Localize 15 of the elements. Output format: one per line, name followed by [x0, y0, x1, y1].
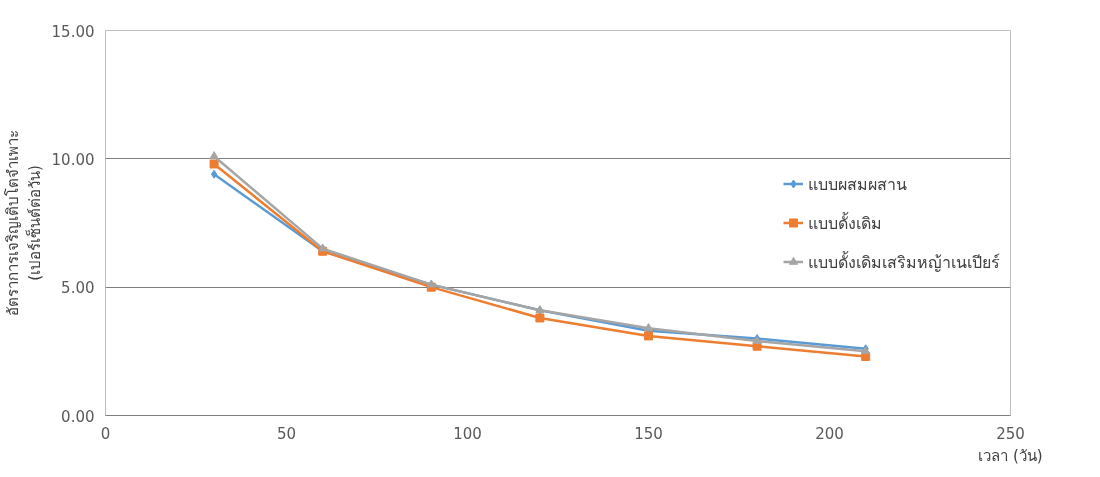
- x-axis-title: เวลา (วัน): [978, 446, 1043, 465]
- x-tick-label: 0: [100, 424, 111, 443]
- legend-label: แบบดั้งเดิมเสริมหญ้าเนเปียร์: [808, 250, 1000, 274]
- x-tick-label: 150: [634, 424, 663, 443]
- y-axis-title: อัตราการเจริญเติบโตจำเพาะ (เปอร์เซ็นต์ต่อวัน): [3, 130, 44, 316]
- y-tick-label: 15.00: [51, 22, 95, 41]
- x-tick-label: 250: [996, 424, 1025, 443]
- x-tick-label: 50: [276, 424, 297, 443]
- x-tick-label: 100: [453, 424, 482, 443]
- y-tick-label: 0.00: [61, 407, 95, 426]
- y-tick-label: 5.00: [61, 279, 95, 298]
- y-tick-label: 10.00: [51, 150, 95, 169]
- x-tick-label: 200: [815, 424, 844, 443]
- legend-label: แบบผสมผสาน: [808, 173, 907, 195]
- legend-label: แบบดั้งเดิม: [808, 211, 882, 234]
